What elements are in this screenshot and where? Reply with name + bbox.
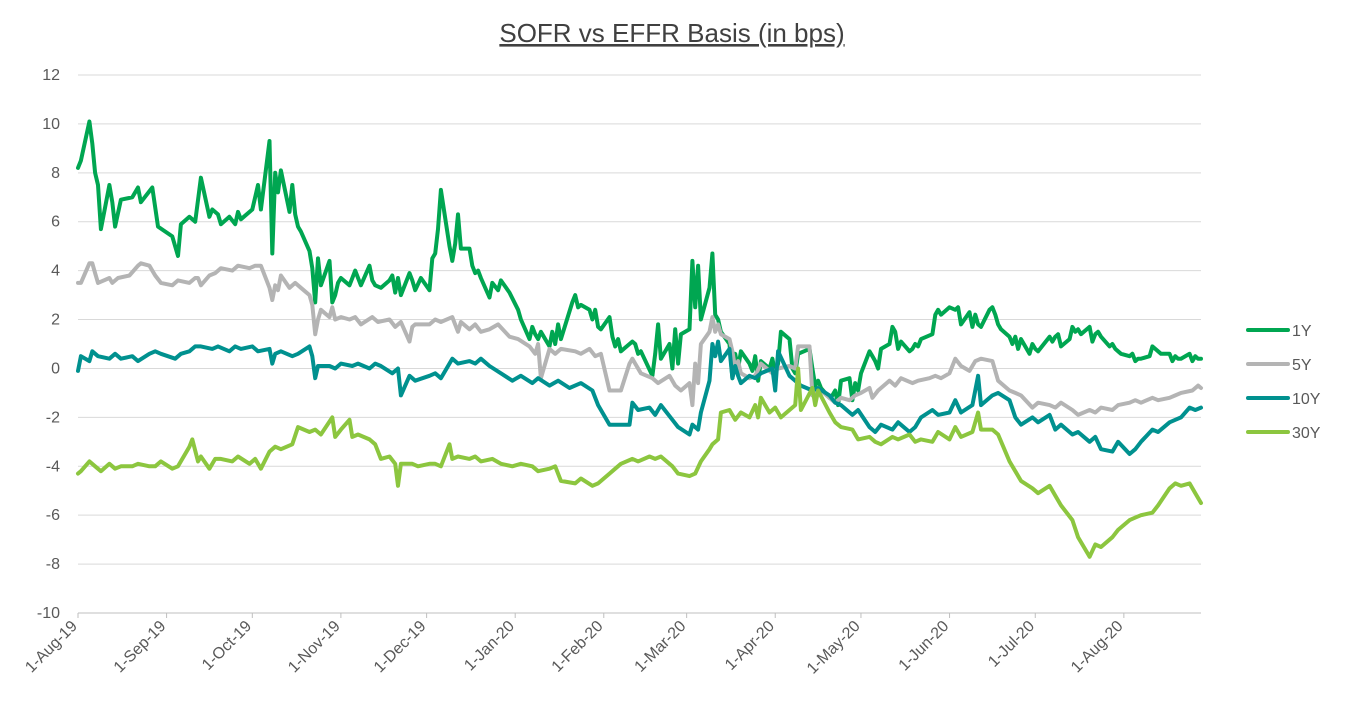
y-tick-label: 2 <box>51 312 60 329</box>
series-lines <box>76 119 1203 559</box>
x-tick-label: 1-May-20 <box>804 618 864 678</box>
legend-label-10y: 10Y <box>1292 391 1321 408</box>
y-tick-label: -10 <box>37 605 60 622</box>
legend: 1Y 5Y 10Y 30Y <box>1246 323 1321 442</box>
x-tick-label: 1-Aug-19 <box>22 618 81 677</box>
y-tick-label: -6 <box>46 507 60 524</box>
chart-title: SOFR vs EFFR Basis (in bps) <box>499 18 844 48</box>
series-line-5y <box>76 261 1203 417</box>
y-tick-label: -4 <box>46 458 60 475</box>
x-tick-label: 1-Dec-19 <box>371 618 430 677</box>
x-tick-label: 1-Feb-20 <box>549 618 607 676</box>
y-tick-label: -2 <box>46 409 60 426</box>
x-tick-label: 1-Jul-20 <box>985 618 1038 671</box>
y-tick-label: 12 <box>42 67 60 84</box>
y-tick-label: 8 <box>51 165 60 182</box>
y-tick-label: 0 <box>51 360 60 377</box>
series-line-10y <box>76 339 1203 456</box>
x-tick-label: 1-Jun-20 <box>896 618 953 675</box>
x-tick-label: 1-Aug-20 <box>1068 618 1127 677</box>
x-axis-tick-labels: 1-Aug-19 1-Sep-19 1-Oct-19 1-Nov-19 1-Dec-19… <box>22 618 1126 678</box>
y-tick-label: -8 <box>46 556 60 573</box>
x-tick-label: 1-Sep-19 <box>111 618 170 677</box>
legend-label-30y: 30Y <box>1292 425 1321 442</box>
y-tick-label: 6 <box>51 214 60 231</box>
x-tick-label: 1-Oct-19 <box>199 618 255 674</box>
x-tick-label: 1-Apr-20 <box>722 618 778 674</box>
x-tick-label: 1-Nov-19 <box>285 618 344 677</box>
series-line-1y <box>76 119 1203 408</box>
series-line-30y <box>76 366 1203 559</box>
y-tick-label: 4 <box>51 263 60 280</box>
x-tick-label: 1-Mar-20 <box>632 618 690 676</box>
legend-label-5y: 5Y <box>1292 357 1312 374</box>
legend-label-1y: 1Y <box>1292 323 1312 340</box>
y-axis-tick-labels: 12 10 8 6 4 2 0 -2 -4 -6 -8 -10 <box>37 67 60 622</box>
x-tick-label: 1-Jan-20 <box>461 618 518 675</box>
y-tick-label: 10 <box>42 116 60 133</box>
